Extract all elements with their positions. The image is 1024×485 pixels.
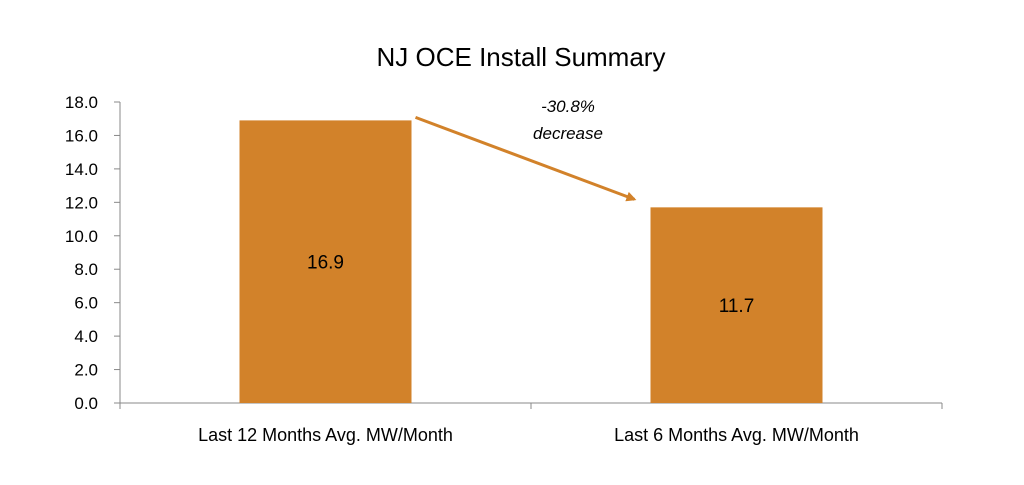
y-tick-label: 18.0 [65, 93, 98, 112]
bar [650, 207, 823, 403]
y-tick-label: 4.0 [74, 327, 98, 346]
y-tick-label: 6.0 [74, 294, 98, 313]
decrease-arrow [414, 115, 637, 202]
y-tick-label: 16.0 [65, 126, 98, 145]
y-axis: 0.0 2.0 4.0 6.0 8.0 10.0 12.0 14.0 16.0 18.0 [65, 93, 121, 413]
y-tick-label: 14.0 [65, 160, 98, 179]
bar-data-label: 11.7 [719, 296, 755, 317]
y-tick-label: 2.0 [74, 361, 98, 380]
x-category-label: Last 12 Months Avg. MW/Month [198, 425, 453, 445]
decrease-annotation: -30.8% decrease [414, 97, 637, 202]
y-tick-label: 10.0 [65, 227, 98, 246]
chart-title: NJ OCE Install Summary [377, 42, 666, 72]
bar [239, 120, 412, 404]
annotation-text: decrease [533, 124, 603, 143]
bar-data-label: 16.9 [307, 253, 344, 274]
bar-series: 16.9 11.7 [239, 120, 823, 404]
y-tick-label: 0.0 [74, 394, 98, 413]
x-category-label: Last 6 Months Avg. MW/Month [614, 425, 859, 445]
y-tick-label: 8.0 [74, 260, 98, 279]
x-axis: Last 12 Months Avg. MW/Month Last 6 Month… [119, 402, 943, 445]
y-tick-label: 12.0 [65, 193, 98, 212]
annotation-percent: -30.8% [541, 97, 595, 116]
